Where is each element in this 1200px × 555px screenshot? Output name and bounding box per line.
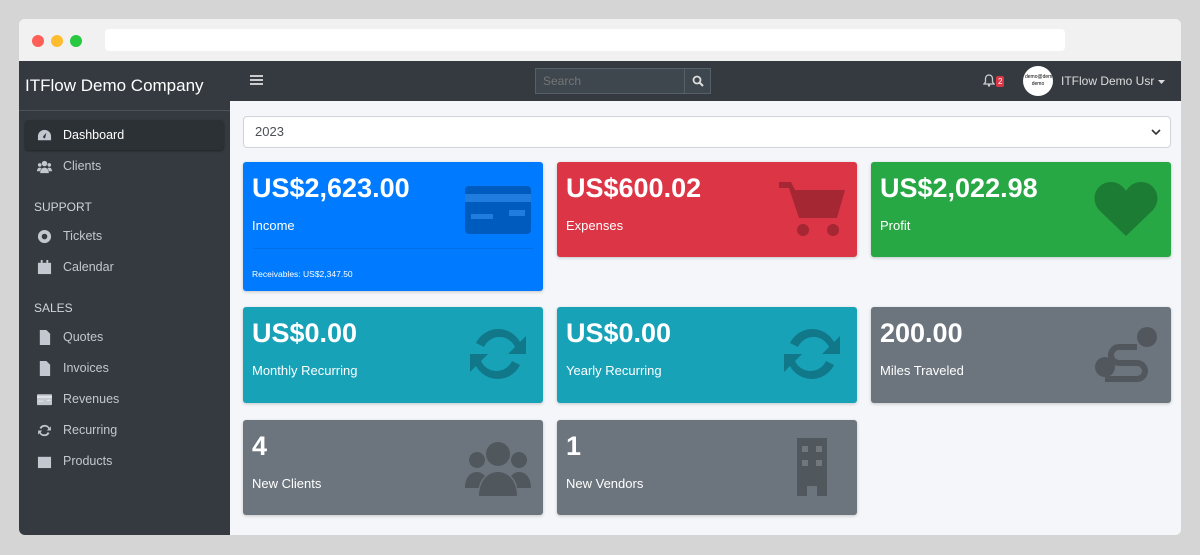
stat-card-yearly-recurring[interactable]: US$0.00 Yearly Recurring xyxy=(557,307,857,403)
chevron-down-icon xyxy=(1151,129,1161,136)
stat-card-monthly-recurring[interactable]: US$0.00 Monthly Recurring xyxy=(243,307,543,403)
year-select[interactable]: 2023 xyxy=(243,116,1171,148)
nav-header-sales: SALES xyxy=(34,301,73,315)
building-icon xyxy=(779,438,845,496)
sidebar-item-tickets[interactable]: Tickets xyxy=(25,221,224,251)
stat-label: Profit xyxy=(880,218,911,233)
route-icon xyxy=(1093,325,1159,383)
stat-card-new-clients[interactable]: 4 New Clients xyxy=(243,420,543,515)
stat-value: 200.00 xyxy=(880,318,963,348)
menu-toggle-icon[interactable] xyxy=(250,74,263,86)
life-ring-icon xyxy=(37,229,63,244)
stat-value: US$2,022.98 xyxy=(880,173,1038,203)
credit-card-icon xyxy=(37,392,63,407)
stat-label: Expenses xyxy=(566,218,624,233)
stat-value: 1 xyxy=(566,431,582,461)
topbar: 2 demo@demo demo ITFlow Demo Usr xyxy=(230,61,1181,101)
search-input[interactable] xyxy=(535,68,685,94)
stat-value: US$600.02 xyxy=(566,173,702,203)
stat-card-new-vendors[interactable]: 1 New Vendors xyxy=(557,420,857,515)
sync-icon xyxy=(37,423,63,438)
browser-window: ITFlow Demo Company Dashboard Clients SU… xyxy=(19,19,1181,535)
shopping-cart-icon xyxy=(779,180,845,238)
card-footer: Receivables: US$2,347.50 xyxy=(252,248,533,279)
file-invoice-icon xyxy=(37,360,63,376)
stat-card-income[interactable]: US$2,623.00 Income Receivables: US$2,347.… xyxy=(243,162,543,291)
credit-card-icon xyxy=(465,180,531,238)
caret-down-icon xyxy=(1157,80,1165,84)
sidebar-item-recurring[interactable]: Recurring xyxy=(25,415,224,445)
stat-card-expenses[interactable]: US$600.02 Expenses xyxy=(557,162,857,257)
stat-value: US$2,623.00 xyxy=(252,173,410,203)
search-icon xyxy=(692,75,704,87)
users-icon xyxy=(465,438,531,496)
sidebar-item-label: Tickets xyxy=(63,229,103,243)
sync-icon xyxy=(465,325,531,383)
close-window-button[interactable] xyxy=(32,35,44,47)
sidebar-item-calendar[interactable]: Calendar xyxy=(25,252,224,282)
tachometer-icon xyxy=(37,128,63,143)
sync-icon xyxy=(779,325,845,383)
brand-link[interactable]: ITFlow Demo Company xyxy=(19,61,230,111)
nav-header-support: SUPPORT xyxy=(34,200,92,214)
sidebar-item-products[interactable]: Products xyxy=(25,446,224,476)
bell-icon[interactable] xyxy=(983,74,995,87)
stat-value: US$0.00 xyxy=(252,318,358,348)
stat-label: New Vendors xyxy=(566,476,644,491)
search-button[interactable] xyxy=(685,68,711,94)
main-content: 2023 US$2,623.00 Income Receivables: US$2… xyxy=(230,101,1181,535)
sidebar-item-label: Dashboard xyxy=(63,128,125,142)
sidebar-item-invoices[interactable]: Invoices xyxy=(25,353,224,383)
sidebar-item-dashboard[interactable]: Dashboard xyxy=(25,120,224,150)
notification-badge: 2 xyxy=(996,76,1005,87)
search-form xyxy=(535,68,711,94)
sidebar-item-label: Clients xyxy=(63,159,102,173)
sidebar-item-label: Revenues xyxy=(63,392,120,406)
stat-label: Yearly Recurring xyxy=(566,363,662,378)
users-icon xyxy=(37,159,63,174)
stat-card-miles-traveled[interactable]: 200.00 Miles Traveled xyxy=(871,307,1171,403)
receivables-text: Receivables: US$2,347.50 xyxy=(252,269,353,279)
user-name: ITFlow Demo Usr xyxy=(1061,74,1155,88)
calendar-icon xyxy=(37,259,63,275)
stat-label: Income xyxy=(252,218,295,233)
stat-label: Miles Traveled xyxy=(880,363,964,378)
sidebar-item-quotes[interactable]: Quotes xyxy=(25,322,224,352)
browser-titlebar xyxy=(19,19,1181,61)
heart-icon xyxy=(1093,180,1159,238)
sidebar-item-label: Products xyxy=(63,454,113,468)
file-icon xyxy=(37,329,63,345)
minimize-window-button[interactable] xyxy=(51,35,63,47)
sidebar-item-label: Recurring xyxy=(63,423,118,437)
avatar[interactable]: demo@demo demo xyxy=(1023,66,1053,96)
stat-card-profit[interactable]: US$2,022.98 Profit xyxy=(871,162,1171,257)
address-bar[interactable] xyxy=(105,29,1065,51)
stat-label: New Clients xyxy=(252,476,322,491)
sidebar: ITFlow Demo Company Dashboard Clients SU… xyxy=(19,61,230,535)
user-menu[interactable]: ITFlow Demo Usr xyxy=(1061,74,1165,88)
stat-value: 4 xyxy=(252,431,268,461)
box-icon xyxy=(37,454,63,469)
year-value: 2023 xyxy=(255,124,284,139)
sidebar-item-label: Quotes xyxy=(63,330,104,344)
sidebar-item-clients[interactable]: Clients xyxy=(25,151,224,181)
sidebar-item-label: Invoices xyxy=(63,361,109,375)
maximize-window-button[interactable] xyxy=(70,35,82,47)
stat-label: Monthly Recurring xyxy=(252,363,358,378)
sidebar-item-revenues[interactable]: Revenues xyxy=(25,384,224,414)
sidebar-item-label: Calendar xyxy=(63,260,114,274)
stat-value: US$0.00 xyxy=(566,318,672,348)
